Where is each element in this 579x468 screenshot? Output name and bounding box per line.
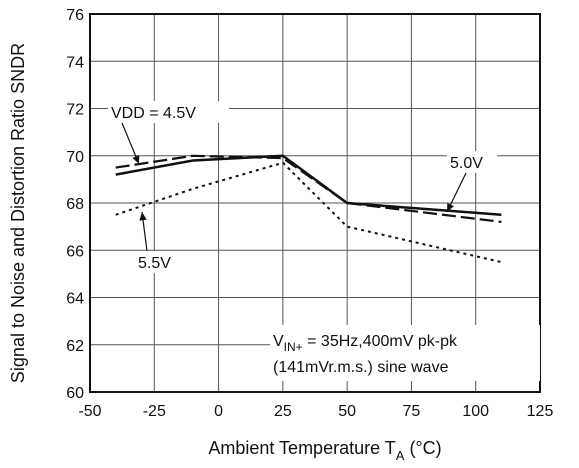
y-tick-label: 70 (66, 149, 84, 166)
arrow-5-0v-head (447, 203, 454, 212)
x-tick-label: 50 (338, 403, 356, 420)
series-group (115, 154, 502, 264)
y-tick-label: 76 (66, 7, 84, 24)
y-tick-label: 60 (66, 385, 84, 402)
vin-rest: = 35Hz,400mV pk-pk (303, 333, 458, 350)
x-tick-label: 100 (462, 403, 489, 420)
label-5-0v: 5.0V (450, 155, 483, 172)
x-axis-title: Ambient Temperature TA (°C) (208, 438, 441, 463)
x-tick-label: 75 (403, 403, 421, 420)
series-line-dashed (115, 154, 502, 223)
y-tick-label: 68 (66, 196, 84, 213)
vin-annotation-line2: (141mVr.m.s.) sine wave (273, 359, 449, 376)
vin-sub: IN+ (284, 340, 303, 354)
x-tick-label: 125 (527, 403, 554, 420)
label-vdd-4-5v-bg (108, 101, 229, 123)
arrow-5-5v-head (139, 212, 147, 221)
x-tick-label: -25 (143, 403, 166, 420)
y-tick-label: 72 (66, 102, 84, 119)
y-tick-label: 74 (66, 54, 84, 71)
label-5-5v: 5.5V (138, 255, 171, 272)
x-axis-title-main: Ambient Temperature T (208, 438, 395, 458)
vin-v: V (273, 333, 284, 350)
tick-labels: -50 -25 0 25 50 75 100 125 60 62 64 66 68 70 72 74 76 (66, 7, 553, 420)
y-tick-label: 66 (66, 243, 84, 260)
arrow-vdd-4-5v-head (132, 155, 140, 164)
y-axis-title: Signal to Noise and Distortion Ratio SND… (8, 43, 28, 383)
y-tick-label: 64 (66, 291, 84, 308)
plot-frame (89, 13, 541, 393)
vin-annotation-line1: VIN+ = 35Hz,400mV pk-pk (273, 333, 458, 354)
vin-annotation-bg (270, 325, 540, 381)
annotations: VDD = 4.5V 5.0V 5.5V VIN+ = 35Hz,400mV pk-p… (108, 101, 540, 381)
label-vdd-4-5v: VDD = 4.5V (111, 105, 196, 122)
x-axis-title-sub: A (396, 448, 405, 463)
x-tick-label: 25 (274, 403, 292, 420)
x-axis-title-unit: (°C) (404, 438, 441, 458)
series-line-dotted (115, 161, 502, 264)
y-tick-label: 62 (66, 338, 84, 355)
x-tick-label: -50 (78, 403, 101, 420)
x-tick-label: 0 (214, 403, 223, 420)
label-5-0v-bg (447, 151, 497, 173)
series-line-solid (115, 154, 502, 217)
label-5-5v-bg (135, 251, 185, 273)
